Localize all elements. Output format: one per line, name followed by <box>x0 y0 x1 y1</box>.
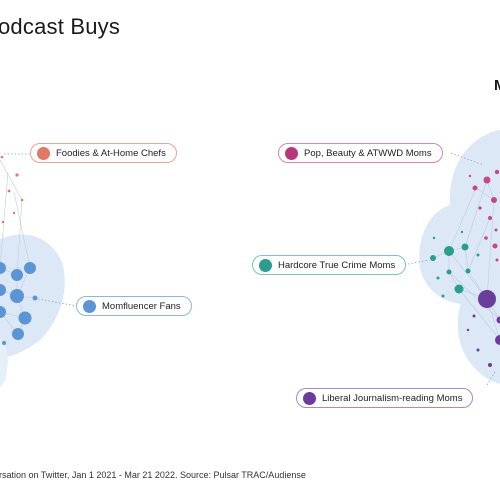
true-crime-dot-icon <box>259 258 272 272</box>
legend-journalism-label: Liberal Journalism-reading Moms <box>322 392 463 404</box>
legend-true-crime[interactable]: Hardcore True Crime Moms <box>252 255 407 275</box>
legend-pop-beauty[interactable]: Pop, Beauty & ATWWD Moms <box>278 143 443 163</box>
left-momfluencer-nodes <box>0 262 38 345</box>
right-truecrime-nodes <box>430 230 480 298</box>
right-network <box>407 130 500 386</box>
right-pop-nodes <box>468 169 500 262</box>
left-foodie-nodes <box>0 155 24 224</box>
legend-foodies[interactable]: Foodies & At-Home Chefs <box>30 143 177 163</box>
left-network <box>0 153 78 388</box>
foodies-dot-icon <box>37 146 50 160</box>
corner-label: M <box>494 77 500 94</box>
journalism-dot-icon <box>303 391 316 405</box>
legend-true-crime-label: Hardcore True Crime Moms <box>278 259 396 271</box>
right-journalism-nodes <box>466 290 500 367</box>
legend-foodies-label: Foodies & At-Home Chefs <box>56 147 166 159</box>
left-cluster-blob <box>0 234 65 359</box>
legend-momfluencer[interactable]: Momfluencer Fans <box>76 296 192 316</box>
source-note: ersation on Twitter, Jan 1 2021 - Mar 21… <box>0 470 306 480</box>
right-edges <box>432 179 500 341</box>
legend-momfluencer-label: Momfluencer Fans <box>102 300 181 312</box>
pop-beauty-dot-icon <box>285 146 298 160</box>
left-connectors <box>4 153 78 307</box>
left-cluster-blob-lower <box>0 336 8 388</box>
right-connectors <box>407 152 497 386</box>
momfluencer-dot-icon <box>83 299 96 313</box>
legend-journalism[interactable]: Liberal Journalism-reading Moms <box>296 388 474 408</box>
page-title: odcast Buys <box>0 14 121 39</box>
legend-pop-beauty-label: Pop, Beauty & ATWWD Moms <box>304 147 432 159</box>
